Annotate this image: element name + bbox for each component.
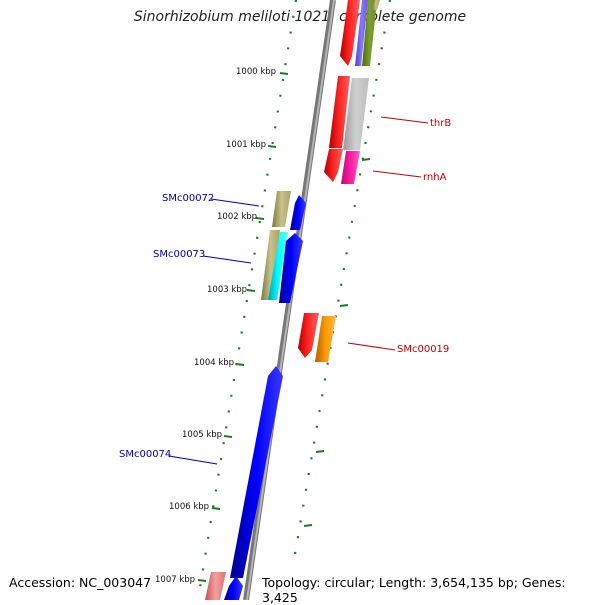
leader-rnhA [372,170,422,178]
gene-red-SMc00019-left[interactable] [298,313,319,358]
scale-label-1005: 1005 kbp [182,430,222,440]
leader-SMc00072 [210,198,260,207]
gene-purple-top[interactable] [355,0,368,66]
gene-SMc00073[interactable] [279,233,303,303]
scale-label-1006: 1006 kbp [169,502,209,512]
gene-SMc00074[interactable] [230,366,283,578]
scale-label-1007: 1007 kbp [155,575,195,585]
gene-label-SMc00072[interactable]: SMc00072 [162,193,214,204]
scale-tick [339,304,349,307]
forward-leaders [347,116,429,351]
gene-label-SMc00073[interactable]: SMc00073 [153,249,205,260]
gene-label-thrB[interactable]: thrB [430,118,451,129]
scale-tick [246,289,256,292]
reverse-leaders [168,198,260,465]
scale-label-1001: 1001 kbp [226,140,266,150]
scale-tick [197,579,207,582]
gene-red-thrB-left[interactable] [329,76,350,148]
scale-tick [315,450,325,453]
topology-label: Topology: circular; Length: 3,654,135 bp… [262,575,566,605]
gene-label-SMc00019[interactable]: SMc00019 [397,344,449,355]
genome-title: Sinorhizobium meliloti 1021, complete ge… [133,9,467,25]
gene-blue-bottom[interactable] [224,576,243,600]
gene-red-rnhA-left[interactable] [324,149,343,182]
scale-tick [211,507,221,510]
scale-tick [255,217,265,220]
scale-tick [267,145,277,148]
gene-pink-bottom[interactable] [205,572,226,600]
leader-thrB [380,116,429,124]
scale-tick [303,524,313,527]
scale-tick [223,435,233,438]
gene-red-top[interactable] [340,0,360,66]
gene-label-rnhA[interactable]: rnhA [423,172,447,183]
gene-rnhA[interactable] [341,151,360,184]
scale-label-1003: 1003 kbp [207,285,247,295]
gene-thrB[interactable] [343,78,369,150]
gene-SMc00072[interactable] [290,195,306,230]
scale-label-1000: 1000 kbp [236,67,276,77]
scale-label-1004: 1004 kbp [194,358,234,368]
leader-SMc00074 [168,455,218,465]
gene-cyan-1003[interactable] [268,232,288,300]
gene-olive-1002[interactable] [272,191,291,227]
gene-olive-green-top[interactable] [362,0,377,66]
leader-SMc00073 [202,255,252,264]
gene-label-SMc00074[interactable]: SMc00074 [119,449,171,460]
scale-tick [361,158,371,161]
gene-SMc00019[interactable] [315,316,336,362]
scale-ticks [197,72,371,582]
scale-label-1002: 1002 kbp [217,212,257,222]
scale-tick [279,72,289,75]
accession-label: Accession: NC_003047 [9,575,152,590]
gene-olive-top-sliver[interactable] [372,0,380,10]
leader-SMc00019 [347,342,396,351]
gene-olive-1003[interactable] [261,230,280,300]
scale-tick [235,363,245,366]
